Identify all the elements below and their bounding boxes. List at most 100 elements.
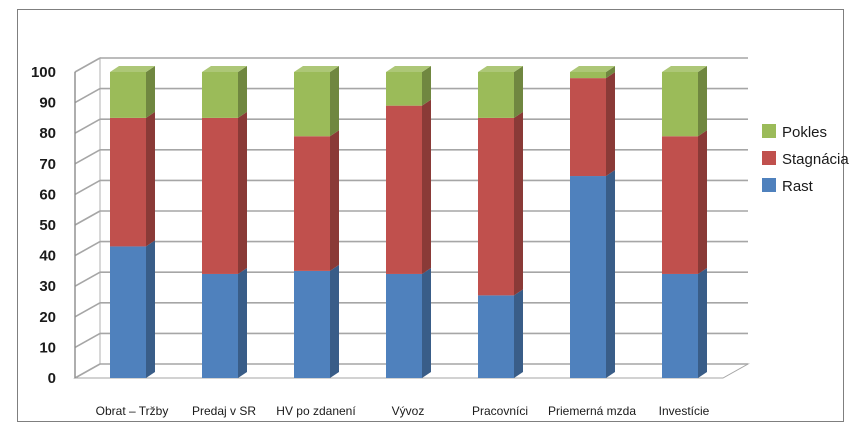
y-tick-label: 80 — [39, 125, 56, 142]
bar-front — [110, 246, 146, 378]
bar-top — [478, 66, 523, 72]
gridline-side — [74, 240, 101, 257]
bar-side — [238, 66, 247, 118]
bar-segment — [662, 130, 707, 274]
gridline-side — [74, 363, 101, 379]
bar-front — [110, 117, 146, 247]
bar-front — [202, 117, 238, 274]
legend-swatch — [762, 151, 776, 165]
y-tick-label: 20 — [39, 309, 56, 326]
x-category-label: Investície — [659, 404, 710, 418]
bar-segment — [110, 111, 155, 247]
legend-item: Pokles — [762, 124, 827, 141]
x-category-label: Predaj v SR — [192, 404, 256, 418]
bar-front — [202, 72, 238, 118]
bar-side — [606, 72, 615, 177]
gridline-side — [74, 179, 101, 196]
bar-segment — [478, 111, 523, 296]
x-category-label: Priemerná mzda — [548, 404, 636, 418]
bar-side — [698, 130, 707, 274]
bar-side — [422, 99, 431, 274]
bar-side — [146, 111, 155, 247]
bar-segment — [294, 130, 339, 271]
bar-front — [294, 72, 330, 137]
bar-front — [294, 270, 330, 378]
bar-segment — [478, 289, 523, 378]
y-axis-tick-labels: 0 10 20 30 40 50 60 70 80 90 100 — [31, 64, 56, 387]
bar-front — [478, 72, 514, 118]
bar-front — [570, 176, 606, 378]
bar-top — [202, 66, 247, 72]
bar-side — [698, 66, 707, 137]
bar-top — [570, 66, 615, 72]
bar-segment — [570, 72, 615, 177]
bar-segment — [570, 170, 615, 378]
bar-segment — [294, 66, 339, 137]
bar-segment — [386, 66, 431, 106]
bar-side — [146, 240, 155, 378]
bar-side — [330, 66, 339, 137]
bar-segment — [202, 267, 247, 378]
bar-front — [570, 78, 606, 177]
bar-segment — [570, 66, 615, 79]
bar-side — [698, 267, 707, 378]
x-category-label: Pracovníci — [472, 404, 528, 418]
bar-segment — [110, 240, 155, 378]
y-tick-label: 100 — [31, 64, 56, 81]
bar-side — [422, 66, 431, 106]
y-tick-label: 40 — [39, 248, 56, 265]
y-tick-label: 0 — [48, 370, 56, 387]
gridline-side — [74, 332, 101, 349]
bar-segment — [662, 267, 707, 378]
bar-segment — [202, 66, 247, 118]
y-tick-label: 50 — [39, 217, 56, 234]
x-axis-category-labels: Obrat – Tržby Predaj v SR HV po zdanení Výv… — [96, 404, 710, 418]
bar-top — [110, 66, 155, 72]
bar-side — [330, 264, 339, 378]
legend-item: Rast — [762, 178, 814, 195]
bar-side — [422, 267, 431, 378]
bar-front — [386, 273, 422, 378]
bar-side — [238, 267, 247, 378]
gridline-side — [74, 149, 101, 165]
bar-front — [386, 105, 422, 274]
bar-top — [294, 66, 339, 72]
bar-side — [514, 111, 523, 296]
bar-side — [606, 66, 615, 79]
bar-front — [202, 273, 238, 378]
bar-front — [570, 72, 606, 79]
legend-label: Stagnácia — [782, 151, 849, 168]
bar-segment — [478, 66, 523, 118]
bar-side — [514, 289, 523, 378]
bar-side — [146, 66, 155, 118]
bar-segment — [202, 111, 247, 274]
y-tick-label: 10 — [39, 339, 56, 356]
legend-label: Pokles — [782, 124, 827, 141]
bar-segment — [386, 99, 431, 274]
bar-top — [662, 66, 707, 72]
gridline-side — [74, 87, 101, 104]
bar-segment — [386, 267, 431, 378]
x-category-label: Vývoz — [392, 404, 425, 418]
bar-segment — [110, 66, 155, 118]
bar-front — [110, 72, 146, 118]
x-category-label: HV po zdanení — [276, 404, 356, 418]
bar-segment — [294, 264, 339, 378]
y-tick-label: 90 — [39, 95, 56, 112]
bar-side — [238, 111, 247, 274]
gridline-side — [74, 57, 101, 73]
y-tick-label: 30 — [39, 278, 56, 295]
y-tick-label: 70 — [39, 156, 56, 173]
legend-swatch — [762, 178, 776, 192]
bar-side — [606, 170, 615, 378]
bar-side — [330, 130, 339, 271]
gridline-side — [74, 271, 101, 287]
bar-segment — [662, 66, 707, 137]
legend-item: Stagnácia — [762, 151, 849, 168]
bar-front — [478, 117, 514, 296]
bar-front — [662, 72, 698, 137]
bar-front — [294, 136, 330, 271]
gridline-side — [74, 118, 101, 134]
bar-front — [662, 273, 698, 378]
